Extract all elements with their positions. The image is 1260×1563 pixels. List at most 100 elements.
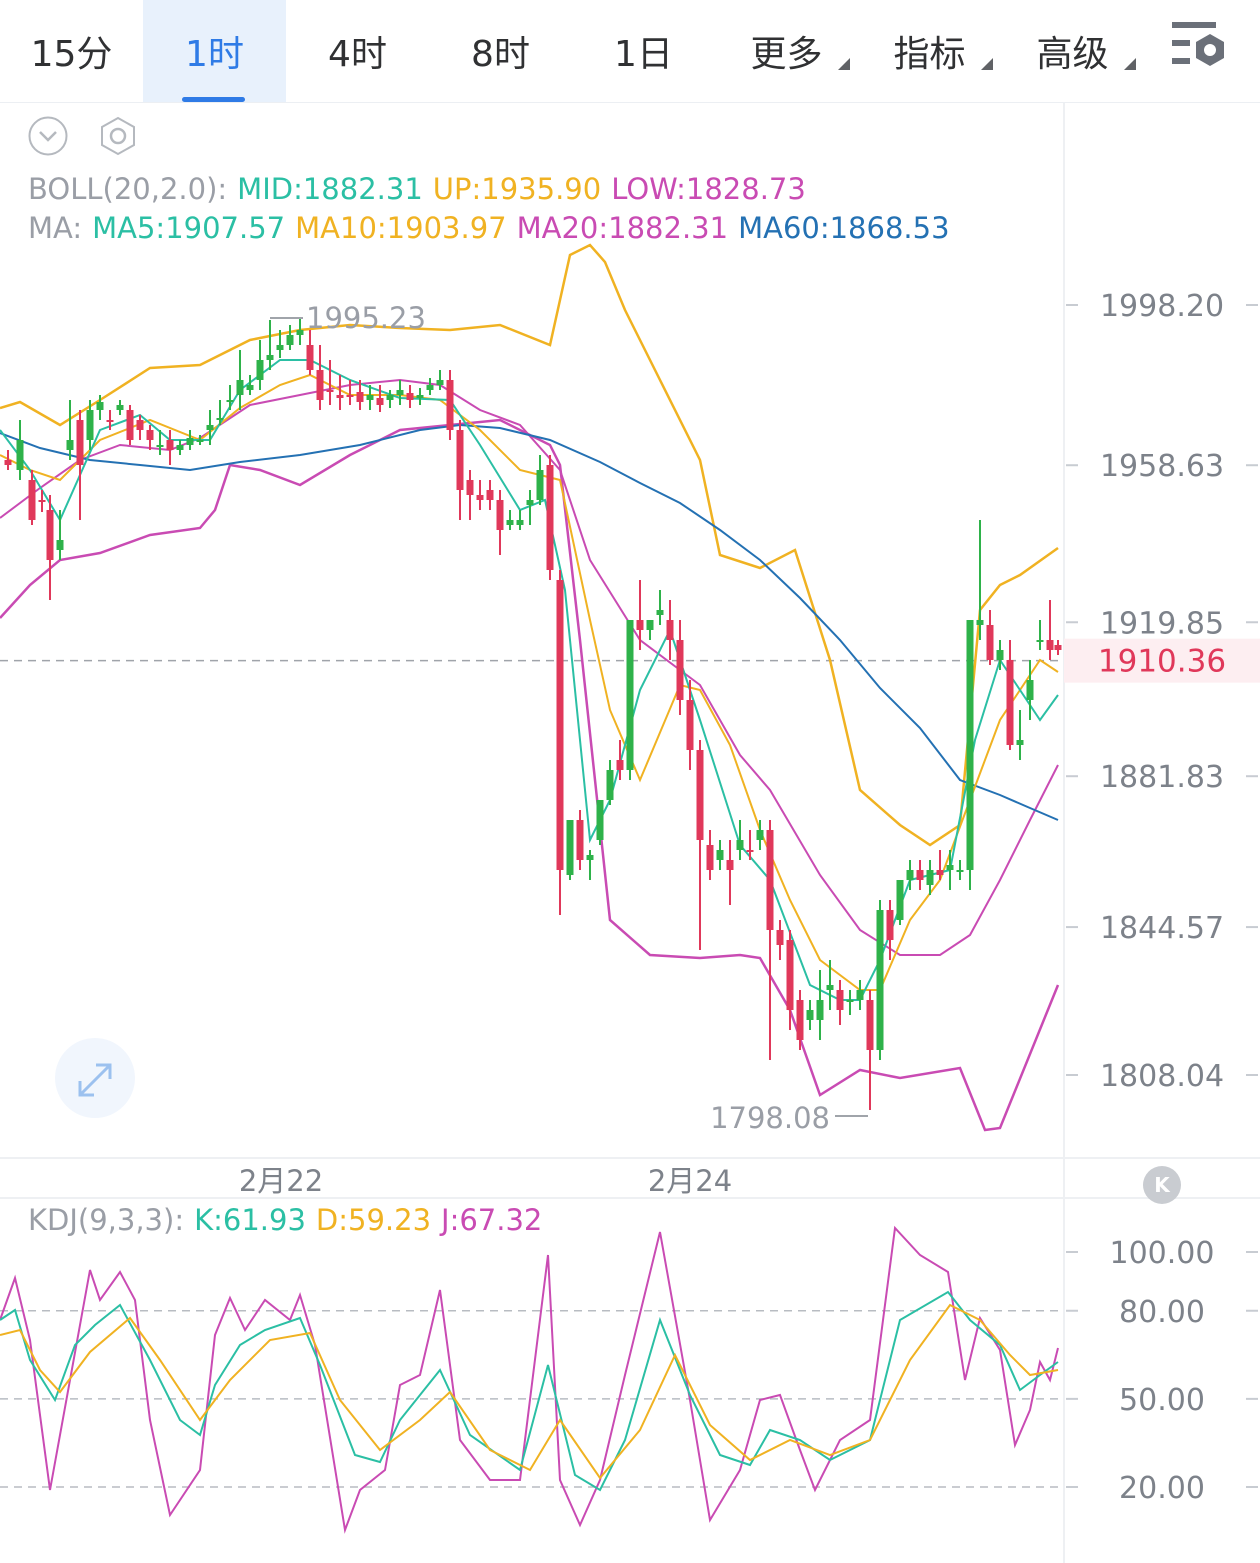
candle-up [156,445,164,447]
y-tick-label: 1958.63 [1100,449,1224,484]
ma60-line [0,423,1059,821]
candle-up [296,330,304,335]
candle-down [466,480,474,495]
candle-up [946,865,954,870]
tab-label: 15分 [30,34,113,75]
candle-down [28,480,36,520]
dropdown-caret-icon [838,58,850,70]
chevron-down-icon[interactable] [28,116,68,156]
candle-up [186,438,194,445]
boll-name: BOLL(20,2.0): [28,172,228,206]
candle-up [716,850,724,860]
candle-up [416,395,424,398]
tab-1h[interactable]: 1时 [143,0,286,102]
boll-upper-line [0,243,1059,847]
candle-up [256,360,264,380]
candle-up [536,470,544,500]
y-tick-label: 1808.04 [1100,1059,1224,1094]
boll-legend: BOLL(20,2.0): MID:1882.31 UP:1935.90 LOW:18… [28,172,816,206]
tab-advanced[interactable]: 高级 [1001,0,1144,102]
kdj-k-value: K:61.93 [194,1203,306,1237]
candle-down [546,465,554,570]
candle-up [966,620,974,870]
chart-settings-icon[interactable] [1170,18,1232,74]
candle-down [126,410,134,440]
candle-down [556,580,564,870]
tab-more[interactable]: 更多 [715,0,858,102]
candle-up [286,335,294,345]
candle-up [196,440,204,442]
period-tab-bar: 15分 1时 4时 8时 1日 更多 指标 高级 [0,0,1260,103]
candle-down [136,420,144,430]
k-logo-icon: K [1143,1166,1181,1204]
boll-mid: MID:1882.31 [237,172,423,206]
candle-up [876,910,884,1050]
hexagon-settings-icon[interactable] [98,116,138,156]
candle-down [446,380,454,430]
tab-label: 指标 [893,34,966,75]
tab-indicators[interactable]: 指标 [858,0,1001,102]
candle-down [706,845,714,870]
candle-down [916,870,924,880]
candle-down [356,392,364,402]
price-chart[interactable]: 1998.20 1958.63 1919.85 1881.83 1844.57 1808.… [0,103,1260,1563]
boll-low: LOW:1828.73 [611,172,806,206]
boll-lower-line [0,418,1060,1132]
candle-up [756,830,764,840]
candle-up [1016,740,1024,745]
candle-down [406,393,414,400]
candle-down [316,370,324,400]
candle-up [16,440,24,470]
candle-down [696,750,704,840]
candle-down [866,1000,874,1050]
candle-down [986,625,994,660]
candle-up [736,840,744,850]
candle-up [436,380,444,385]
candle-down [336,395,344,398]
candle-up [246,385,254,390]
tab-label: 1时 [185,34,244,75]
y-tick-label: 1919.85 [1100,606,1224,641]
tab-4h[interactable]: 4时 [286,0,429,102]
kdj-j-line [0,1225,1059,1534]
candle-up [66,440,74,450]
ma10-line [0,373,1059,991]
tab-1d[interactable]: 1日 [572,0,715,102]
candle-up [656,610,664,615]
candle-down [886,910,894,940]
tab-8h[interactable]: 8时 [429,0,572,102]
candle-up [526,500,534,505]
candle-down [576,820,584,860]
active-tab-underline [182,97,245,102]
candle-up [96,402,104,410]
candle-up [176,445,184,450]
candle-down [306,345,314,370]
candle-up [516,520,524,525]
dropdown-caret-icon [1124,58,1136,70]
candle-down [376,398,384,405]
candle-up [846,1000,854,1002]
candle-up [116,405,124,410]
candle-down [146,430,154,440]
expand-arrows-icon[interactable] [55,1038,135,1118]
candle-down [836,990,844,1010]
k-logo-bg [1143,1166,1181,1204]
candle-up [806,1010,814,1020]
candle-down [46,510,54,560]
candle-down [666,620,674,640]
tab-label: 更多 [750,34,823,75]
kdj-d-line [0,1303,1059,1480]
candle-up [216,418,224,420]
y-tick-label: 1998.20 [1100,289,1224,324]
candle-up [996,650,1004,660]
candle-up [366,395,374,400]
kdj-y-tick-label: 20.00 [1119,1471,1205,1506]
ma-name: MA: [28,211,83,245]
candle-down [636,620,644,630]
candle-down [456,430,464,490]
x-tick-label: 2月22 [239,1164,323,1198]
candle-down [38,500,46,502]
candle-down [796,1000,804,1040]
tab-15m[interactable]: 15分 [0,0,143,102]
candle-down [106,420,114,422]
